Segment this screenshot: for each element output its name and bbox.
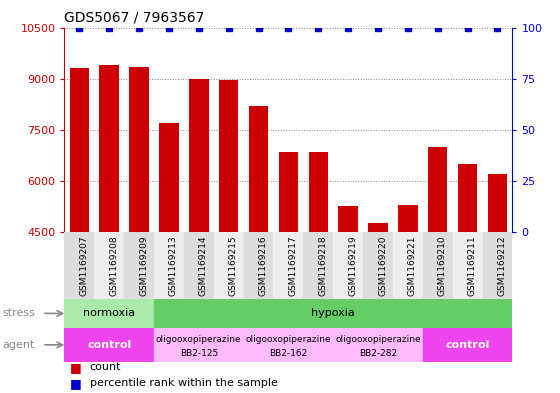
- Text: GDS5067 / 7963567: GDS5067 / 7963567: [64, 11, 205, 25]
- Text: BB2-282: BB2-282: [359, 349, 397, 358]
- Bar: [452, 232, 483, 299]
- Bar: [423, 232, 452, 299]
- Bar: [249, 106, 268, 232]
- Text: GSM1169213: GSM1169213: [169, 235, 178, 296]
- Bar: [398, 205, 418, 232]
- Text: GSM1169212: GSM1169212: [497, 235, 506, 296]
- Bar: [154, 232, 184, 299]
- Bar: [483, 232, 512, 299]
- Text: count: count: [90, 362, 121, 373]
- Bar: [333, 328, 423, 362]
- Bar: [333, 232, 363, 299]
- Bar: [64, 232, 94, 299]
- Text: GSM1169207: GSM1169207: [80, 235, 88, 296]
- Text: control: control: [445, 340, 490, 350]
- Bar: [154, 328, 244, 362]
- Text: GSM1169210: GSM1169210: [438, 235, 447, 296]
- Bar: [244, 328, 333, 362]
- Text: BB2-125: BB2-125: [180, 349, 218, 358]
- Text: oligooxopiperazine: oligooxopiperazine: [335, 335, 421, 344]
- Text: control: control: [87, 340, 132, 350]
- Text: ■: ■: [70, 361, 82, 374]
- Bar: [428, 147, 447, 232]
- Text: GSM1169215: GSM1169215: [228, 235, 237, 296]
- Bar: [214, 232, 244, 299]
- Text: GSM1169221: GSM1169221: [408, 235, 417, 296]
- Text: oligooxopiperazine: oligooxopiperazine: [246, 335, 331, 344]
- Text: stress: stress: [3, 309, 36, 318]
- Bar: [129, 67, 149, 232]
- Text: GSM1169220: GSM1169220: [378, 235, 387, 296]
- Text: GSM1169218: GSM1169218: [318, 235, 327, 296]
- Bar: [304, 232, 333, 299]
- Text: agent: agent: [3, 340, 35, 350]
- Bar: [184, 232, 214, 299]
- Bar: [69, 68, 89, 232]
- Text: GSM1169216: GSM1169216: [259, 235, 268, 296]
- Bar: [368, 223, 388, 232]
- Text: percentile rank within the sample: percentile rank within the sample: [90, 378, 277, 388]
- Bar: [458, 164, 477, 232]
- Text: GSM1169208: GSM1169208: [109, 235, 118, 296]
- Text: GSM1169219: GSM1169219: [348, 235, 357, 296]
- Bar: [338, 206, 358, 232]
- Bar: [94, 232, 124, 299]
- Text: oligooxopiperazine: oligooxopiperazine: [156, 335, 241, 344]
- Bar: [423, 328, 512, 362]
- Bar: [154, 299, 512, 328]
- Text: hypoxia: hypoxia: [311, 309, 355, 318]
- Bar: [279, 152, 298, 232]
- Text: BB2-162: BB2-162: [269, 349, 307, 358]
- Bar: [309, 152, 328, 232]
- Bar: [189, 79, 208, 232]
- Bar: [393, 232, 423, 299]
- Text: ■: ■: [70, 376, 82, 390]
- Text: normoxia: normoxia: [83, 309, 136, 318]
- Bar: [159, 123, 179, 232]
- Bar: [219, 80, 239, 232]
- Bar: [488, 174, 507, 232]
- Bar: [100, 65, 119, 232]
- Text: GSM1169217: GSM1169217: [288, 235, 297, 296]
- Bar: [64, 328, 154, 362]
- Text: GSM1169211: GSM1169211: [468, 235, 477, 296]
- Bar: [244, 232, 273, 299]
- Bar: [124, 232, 154, 299]
- Text: GSM1169209: GSM1169209: [139, 235, 148, 296]
- Bar: [363, 232, 393, 299]
- Bar: [273, 232, 304, 299]
- Text: GSM1169214: GSM1169214: [199, 235, 208, 296]
- Bar: [64, 299, 154, 328]
